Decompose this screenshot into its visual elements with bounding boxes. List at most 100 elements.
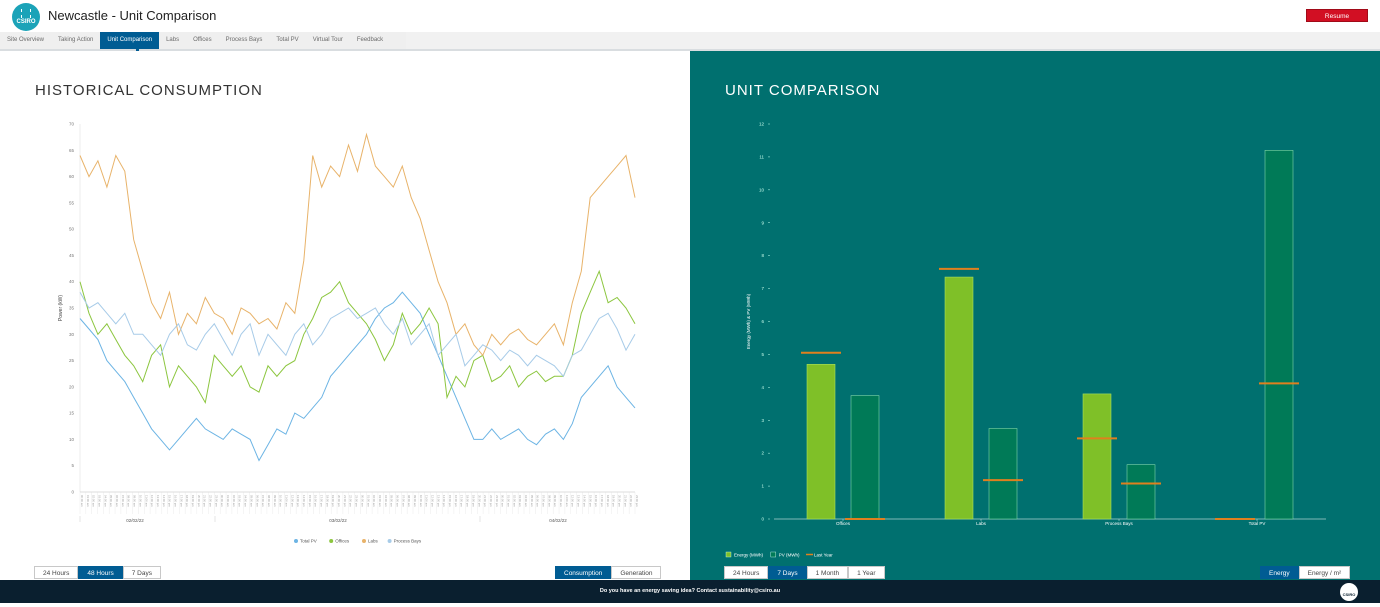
x-tick-label: 01:00 am (506, 495, 510, 507)
x-tick-label: 11:00 am (284, 495, 288, 507)
bar-pv-total-pv[interactable] (1264, 150, 1294, 520)
x-tick-label: 15:00 pm (588, 495, 592, 507)
mode-consumption-button[interactable]: Consumption (555, 566, 612, 579)
legend-label-process-bays[interactable]: Process Bays (394, 539, 422, 544)
x-tick-label: 06:00 am (255, 495, 259, 507)
x-tick-label: 21:00 pm (203, 495, 207, 507)
y-tick-label: 60 (69, 174, 75, 179)
y-tick-label: 55 (69, 200, 75, 205)
bar-pv-labs[interactable] (988, 428, 1018, 520)
legend-label-last-year[interactable]: Last Year (814, 553, 833, 558)
x-tick-label: 16:00 pm (173, 495, 177, 507)
logo-rays-icon (21, 9, 31, 18)
y-tick-label: 6 (761, 319, 764, 324)
y-tick-label: 7 (761, 286, 764, 291)
x-tick-label: 04:00 am (103, 495, 107, 507)
x-tick-label: 04:00 am (244, 495, 248, 507)
x-tick-label: 21:00 pm (483, 495, 487, 507)
x-tick-label: 16:00 pm (594, 495, 598, 507)
tab-labs[interactable]: Labs (166, 37, 180, 43)
unit-energy-m-button[interactable]: Energy / m² (1298, 566, 1351, 579)
tab-list: Site Overview Taking Action Unit Compariso… (0, 32, 406, 49)
x-tick-label: 12:00 pm (571, 495, 575, 507)
tab-taking-action[interactable]: Taking Action (58, 37, 94, 43)
tab-offices[interactable]: Offices (193, 37, 212, 43)
y-tick-label: 9 (761, 220, 764, 225)
right-range-buttons: 24 Hours 7 Days 1 Month 1 Year (724, 566, 885, 579)
x-tick-label: 09:00 am (553, 495, 557, 507)
x-tick-label: 01:00 am (366, 495, 370, 507)
bar-energy-labs[interactable] (944, 276, 974, 520)
x-tick-label: 03:00 am (378, 495, 382, 507)
x-tick-label: 23:00 pm (355, 495, 359, 507)
unit-energy-button[interactable]: Energy (1260, 566, 1299, 579)
right-range-1-year-button[interactable]: 1 Year (848, 566, 885, 579)
tab-unit-comparison[interactable]: Unit Comparison (100, 32, 160, 49)
unit-comparison-panel: UNIT COMPARISON 0 1 2 3 4 5 6 7 8 9 10 11 12 Energy (… (690, 51, 1380, 580)
right-range-7-days-button[interactable]: 7 Days (768, 566, 807, 579)
right-range-1-month-button[interactable]: 1 Month (806, 566, 849, 579)
tab-total-pv[interactable]: Total PV (276, 37, 299, 43)
y-tick-label: 20 (69, 384, 75, 389)
y-tick-label: 0 (71, 490, 74, 495)
csiro-logo[interactable]: CSIRO (12, 3, 40, 31)
bar-energy-process-bays[interactable] (1082, 393, 1112, 520)
bar-pv-process-bays[interactable] (1126, 464, 1156, 520)
footer-text[interactable]: Do you have an energy saving idea? Conta… (599, 588, 781, 594)
x-tick-label: 20:00 pm (337, 495, 341, 507)
bar-energy-offices[interactable] (806, 363, 836, 520)
y-tick-label: 70 (69, 122, 75, 127)
y-tick-label: 40 (69, 279, 75, 284)
x-tick-label: 08:00 am (127, 495, 131, 507)
x-tick-label: 18:00 pm (325, 495, 329, 507)
x-tick-label: 05:00 am (390, 495, 394, 507)
legend-label-pv-mwh[interactable]: PV (MWh) (779, 553, 800, 558)
legend-label-offices[interactable]: Offices (335, 539, 350, 544)
x-tick-label: 16:00 pm (454, 495, 458, 507)
x-tick-label: 17:00 pm (320, 495, 324, 507)
tab-site-overview[interactable]: Site Overview (7, 37, 45, 43)
tab-process-bays[interactable]: Process Bays (225, 37, 263, 43)
x-tick-label: 22:00 pm (629, 495, 633, 507)
page-title: Newcastle - Unit Comparison (48, 8, 217, 23)
tab-feedback[interactable]: Feedback (356, 37, 384, 43)
y-tick-label: 50 (69, 227, 75, 232)
legend-marker-process-bays (387, 539, 392, 543)
x-tick-label: 19:00 pm (191, 495, 195, 507)
x-tick-label: Offices (836, 521, 851, 526)
left-range-48-hours-button[interactable]: 48 Hours (78, 566, 123, 579)
x-tick-label: 20:00 pm (197, 495, 201, 507)
x-tick-label: 17:00 pm (179, 495, 183, 507)
x-tick-label: 12:00 pm (150, 495, 154, 507)
x-tick-label: 09:00 am (133, 495, 137, 507)
left-range-24-hours-button[interactable]: 24 Hours (34, 566, 79, 579)
x-tick-label: 13:00 pm (156, 495, 160, 507)
x-tick-label: 19:00 pm (612, 495, 616, 507)
x-tick-label: 12:00 pm (290, 495, 294, 507)
x-tick-label: 03:00 am (518, 495, 522, 507)
x-tick-label: 20:00 pm (617, 495, 621, 507)
legend-label-total-pv[interactable]: Total PV (300, 539, 317, 544)
date-label: 04/02/22 (549, 518, 567, 523)
x-tick-label: 08:00 am (407, 495, 411, 507)
legend-marker-labs (362, 539, 366, 543)
resume-button[interactable]: Resume (1306, 9, 1368, 22)
x-tick-label: 06:00 am (395, 495, 399, 507)
bar-pv-offices[interactable] (850, 395, 880, 520)
x-tick-label: 23:00 pm (214, 495, 218, 507)
legend-label-energy-mwh[interactable]: Energy (MWh) (734, 553, 764, 558)
x-tick-label: 17:00 pm (460, 495, 464, 507)
x-tick-label: Process Bays (1105, 521, 1133, 526)
x-tick-label: 12:00 pm (431, 495, 435, 507)
x-tick-label: 03:00 am (98, 495, 102, 507)
mode-generation-button[interactable]: Generation (611, 566, 662, 579)
y-axis-title: Energy (MWh) & PV (MWh) (746, 293, 751, 349)
series-line-labs (79, 132, 636, 357)
right-range-24-hours-button[interactable]: 24 Hours (724, 566, 769, 579)
left-range-7-days-button[interactable]: 7 Days (122, 566, 161, 579)
x-tick-label: 22:00 pm (209, 495, 213, 507)
x-tick-label: 13:00 pm (296, 495, 300, 507)
tab-virtual-tour[interactable]: Virtual Tour (312, 37, 343, 43)
x-tick-label: 15:00 pm (168, 495, 172, 507)
legend-label-labs[interactable]: Labs (368, 539, 379, 544)
